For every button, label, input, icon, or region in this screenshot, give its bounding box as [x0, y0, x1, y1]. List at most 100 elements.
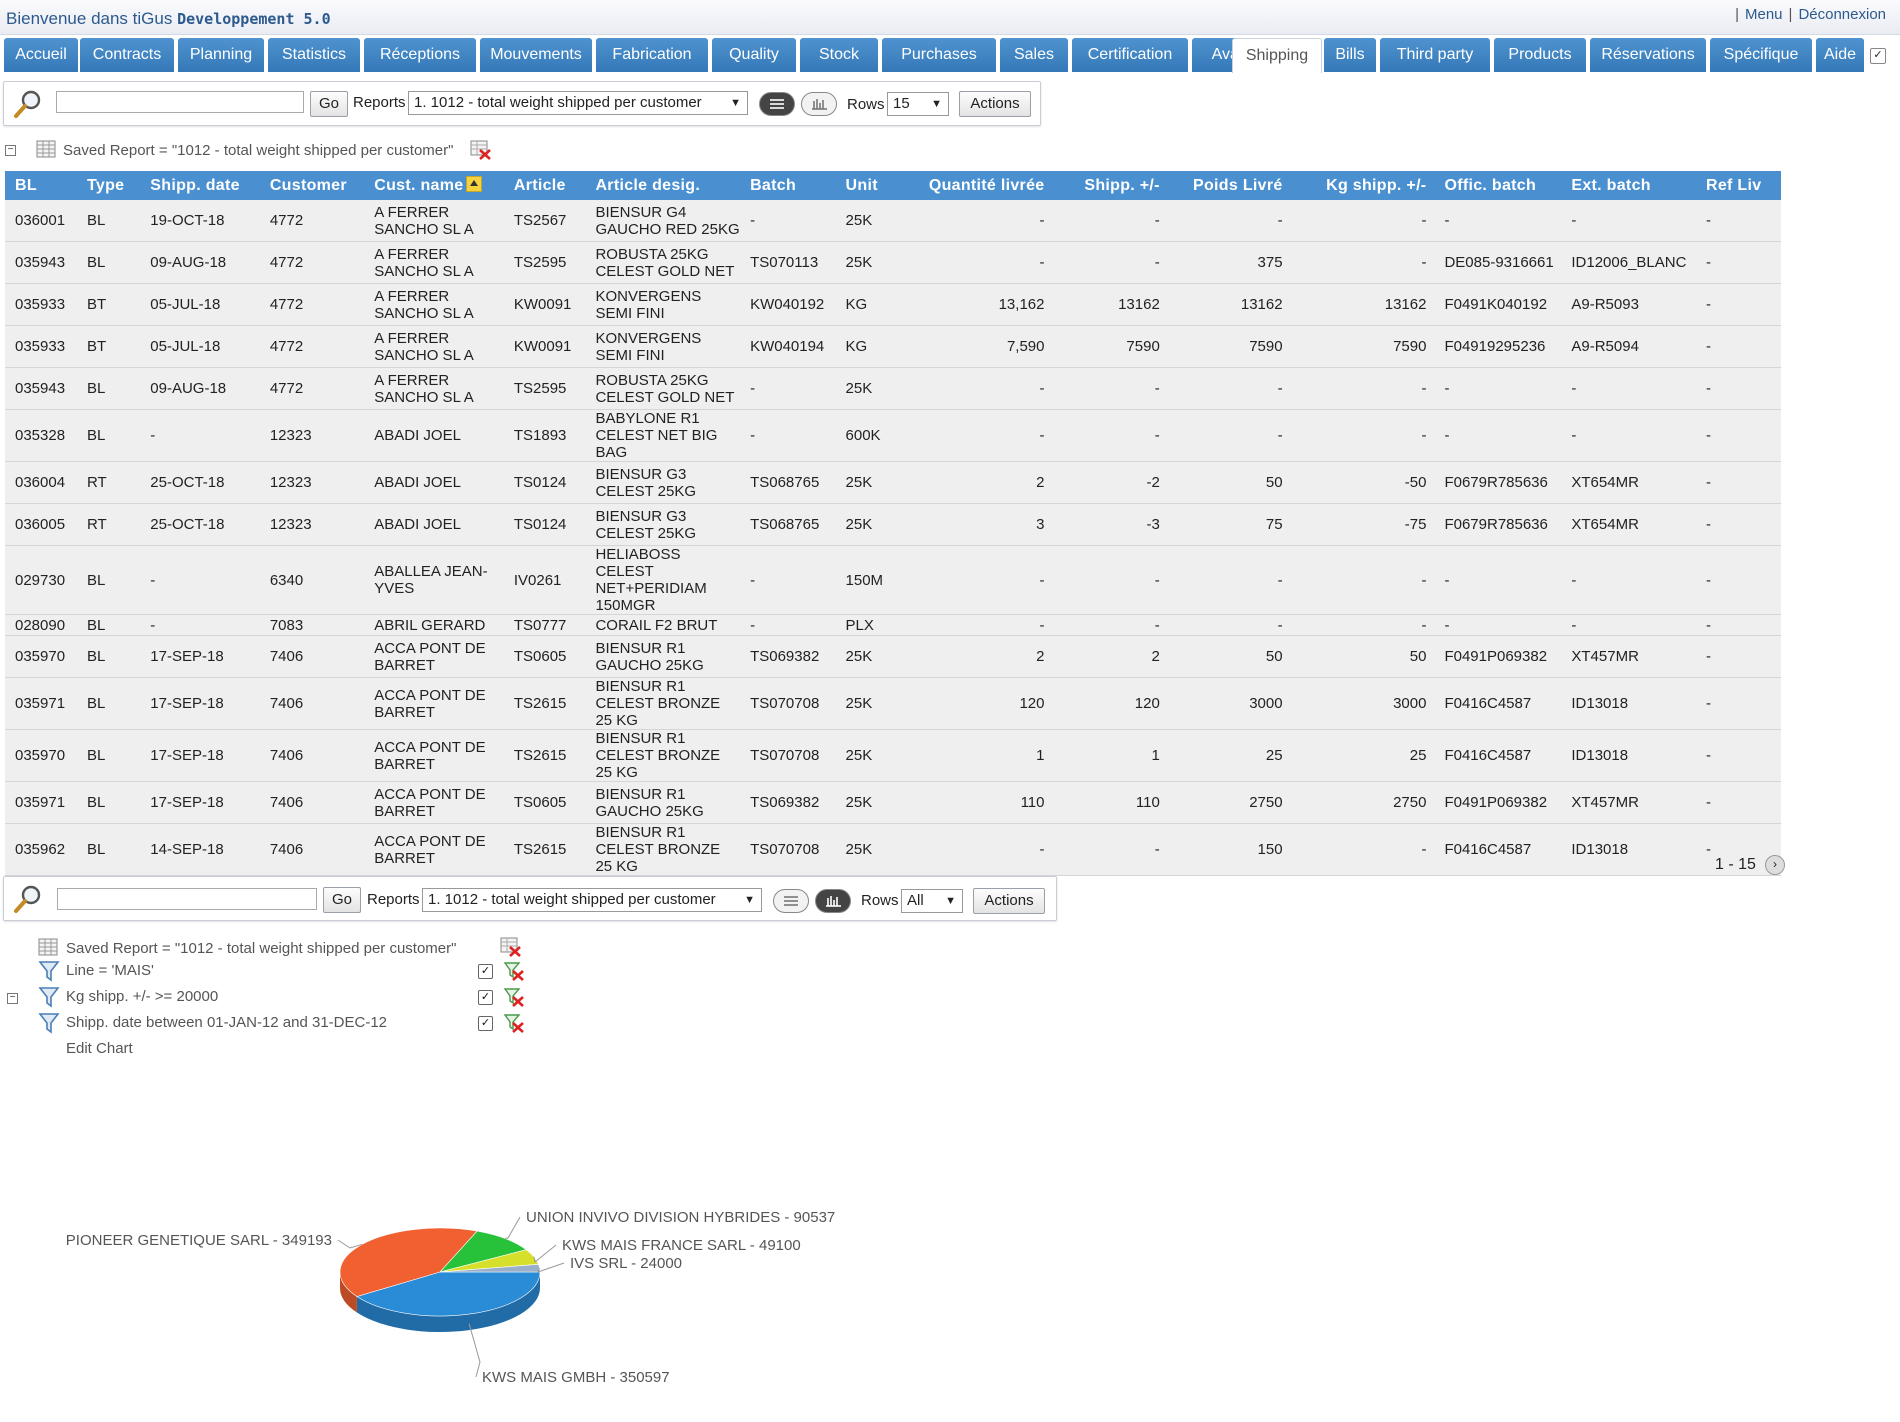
table-row[interactable]: 036001 BL 19-OCT-18 4772 A FERRER SANCHO SL …: [5, 200, 1781, 242]
next-page-button[interactable]: ›: [1765, 855, 1785, 875]
remove-filter-icon[interactable]: [503, 961, 525, 981]
rows-select[interactable]: 15 ▼: [887, 92, 949, 116]
remove-report-icon[interactable]: [500, 937, 522, 957]
pie-slice-pioneer-genetique-sarl[interactable]: [339, 1227, 478, 1297]
column-header-article-desig-[interactable]: Article desig.: [585, 171, 741, 200]
chart-view-button[interactable]: [801, 92, 837, 116]
tab-mouvements[interactable]: Mouvements: [480, 38, 592, 72]
table-row[interactable]: 028090 BL -7083 ABRIL GERARD TS0777 CORAIL F2…: [5, 614, 1781, 636]
table-row[interactable]: 036004 RT 25-OCT-18 12323 ABADI JOEL TS0124 BI…: [5, 461, 1781, 504]
cell-quantit-livr-e: -: [896, 545, 1053, 615]
cell-kg-shipp-: 25: [1290, 729, 1435, 782]
tab-quality[interactable]: Quality: [712, 38, 796, 72]
chart-view-button[interactable]: [815, 889, 851, 913]
table-row[interactable]: 035971 BL 17-SEP-18 7406 ACCA PONT DE BARRET…: [5, 781, 1781, 824]
tab-r-ceptions[interactable]: Réceptions: [364, 38, 476, 72]
tabs-checkbox[interactable]: ✓: [1870, 48, 1886, 64]
logout-link[interactable]: Déconnexion: [1798, 6, 1886, 23]
tab-sp-cifique[interactable]: Spécifique: [1710, 38, 1812, 72]
column-header-ext-batch[interactable]: Ext. batch: [1561, 171, 1696, 200]
remove-filter-icon[interactable]: [503, 987, 525, 1007]
cell-poids-livr-: 50: [1167, 635, 1291, 678]
table-row[interactable]: 035943 BL 09-AUG-18 4772 A FERRER SANCHO SL …: [5, 367, 1781, 410]
table-row[interactable]: 035328 BL -12323 ABADI JOEL TS1893 BABYLONE R…: [5, 409, 1781, 462]
tab-bills[interactable]: Bills: [1324, 38, 1376, 72]
column-header-offic-batch[interactable]: Offic. batch: [1434, 171, 1562, 200]
go-button[interactable]: Go: [323, 887, 361, 913]
filter-enable-checkbox[interactable]: ✓: [478, 1016, 493, 1031]
tab-stock[interactable]: Stock: [800, 38, 878, 72]
cell-type: BT: [76, 283, 141, 326]
cell-poids-livr-: 150: [1167, 823, 1291, 876]
cell-ref-liv: -: [1695, 325, 1781, 368]
rows-select[interactable]: All ▼: [901, 889, 963, 913]
column-header-label: Shipp. +/-: [1084, 176, 1160, 194]
tab-r-servations[interactable]: Réservations: [1590, 38, 1706, 72]
report-table: BL Type Shipp. date Customer Cust. name Artic…: [5, 171, 1781, 876]
cell-kg-shipp-: 50: [1290, 635, 1435, 678]
tab-sales[interactable]: Sales: [1000, 38, 1068, 72]
go-button[interactable]: Go: [310, 91, 348, 117]
table-row[interactable]: 035943 BL 09-AUG-18 4772 A FERRER SANCHO SL …: [5, 241, 1781, 284]
remove-report-icon[interactable]: [470, 140, 492, 160]
column-header-label: Article desig.: [595, 176, 701, 194]
search-input[interactable]: [56, 91, 304, 113]
search-input[interactable]: [57, 888, 317, 910]
tab-purchases[interactable]: Purchases: [882, 38, 996, 72]
table-row[interactable]: 035962 BL 14-SEP-18 7406 ACCA PONT DE BARRET…: [5, 823, 1781, 876]
saved-report-label: Saved Report = "1012 - total weight ship…: [63, 142, 454, 159]
table-row[interactable]: 035933 BT 05-JUL-18 4772 A FERRER SANCHO SL …: [5, 283, 1781, 326]
column-header-article[interactable]: Article: [503, 171, 586, 200]
cell-customer: 4772: [259, 367, 365, 410]
sort-ascending-icon[interactable]: [466, 176, 483, 193]
search-icon[interactable]: [12, 883, 44, 915]
column-header-shipp-date[interactable]: Shipp. date: [140, 171, 260, 200]
column-header-ref-liv[interactable]: Ref Liv: [1695, 171, 1781, 200]
table-row[interactable]: 035970 BL 17-SEP-18 7406 ACCA PONT DE BARRET…: [5, 635, 1781, 678]
column-header-unit[interactable]: Unit: [835, 171, 897, 200]
collapse-toggle[interactable]: −: [7, 993, 18, 1004]
collapse-toggle[interactable]: −: [5, 145, 16, 156]
table-row[interactable]: 036005 RT 25-OCT-18 12323 ABADI JOEL TS0124 BI…: [5, 503, 1781, 546]
column-header-quantit-livr-e[interactable]: Quantité livrée: [896, 171, 1053, 200]
tab-fabrication[interactable]: Fabrication: [596, 38, 708, 72]
cell-batch: -: [740, 545, 836, 615]
actions-button[interactable]: Actions: [973, 888, 1045, 914]
list-view-button[interactable]: [773, 889, 809, 913]
filter-enable-checkbox[interactable]: ✓: [478, 990, 493, 1005]
actions-button[interactable]: Actions: [959, 91, 1031, 117]
tab-statistics[interactable]: Statistics: [268, 38, 360, 72]
column-header-kg-shipp-[interactable]: Kg shipp. +/-: [1290, 171, 1435, 200]
tab-third-party[interactable]: Third party: [1380, 38, 1490, 72]
search-icon[interactable]: [12, 88, 44, 120]
remove-filter-icon[interactable]: [503, 1013, 525, 1033]
tab-products[interactable]: Products: [1494, 38, 1586, 72]
reports-select[interactable]: 1. 1012 - total weight shipped per custo…: [408, 91, 748, 115]
column-header-type[interactable]: Type: [76, 171, 141, 200]
filter-enable-checkbox[interactable]: ✓: [478, 964, 493, 979]
tab-certification[interactable]: Certification: [1072, 38, 1188, 72]
column-header-customer[interactable]: Customer: [259, 171, 365, 200]
column-header-shipp-[interactable]: Shipp. +/-: [1052, 171, 1168, 200]
column-header-cust-name[interactable]: Cust. name: [364, 171, 504, 200]
column-header-bl[interactable]: BL: [5, 171, 77, 200]
cell-cust-name: A FERRER SANCHO SL A: [364, 325, 504, 368]
reports-select[interactable]: 1. 1012 - total weight shipped per custo…: [422, 888, 762, 912]
column-header-batch[interactable]: Batch: [740, 171, 836, 200]
cell-bl: 035970: [5, 635, 77, 678]
tab-accueil[interactable]: Accueil: [4, 38, 78, 72]
table-row[interactable]: 029730 BL -6340 ABALLEA JEAN-YVES IV0261 HELI…: [5, 545, 1781, 615]
table-row[interactable]: 035933 BT 05-JUL-18 4772 A FERRER SANCHO SL …: [5, 325, 1781, 368]
list-view-button[interactable]: [759, 92, 795, 116]
table-row[interactable]: 035971 BL 17-SEP-18 7406 ACCA PONT DE BARRET…: [5, 677, 1781, 730]
cell-ext-batch: XT654MR: [1561, 503, 1696, 546]
column-header-poids-livr-[interactable]: Poids Livré: [1167, 171, 1291, 200]
tab-shipping[interactable]: Shipping: [1232, 38, 1322, 73]
tab-contracts[interactable]: Contracts: [80, 38, 174, 72]
tab-planning[interactable]: Planning: [178, 38, 264, 72]
pie-slice-ivs-srl[interactable]: [439, 1264, 541, 1273]
tab-aide[interactable]: Aide: [1816, 38, 1864, 72]
edit-chart-link[interactable]: Edit Chart: [66, 1040, 133, 1057]
menu-link[interactable]: Menu: [1745, 6, 1783, 23]
table-row[interactable]: 035970 BL 17-SEP-18 7406 ACCA PONT DE BARRET…: [5, 729, 1781, 782]
